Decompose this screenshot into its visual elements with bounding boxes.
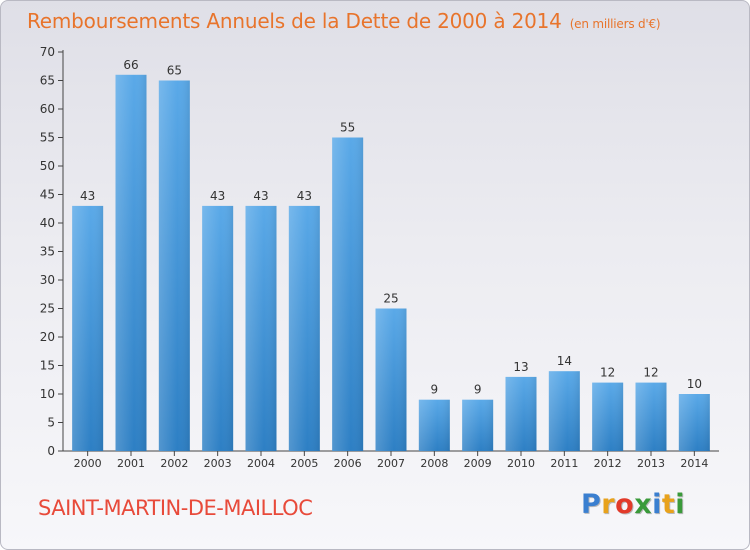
x-tick-label: 2002 <box>160 457 188 470</box>
y-tick-label: 10 <box>40 387 55 401</box>
logo-letter: r <box>601 489 616 520</box>
data-label: 43 <box>210 189 225 203</box>
bar-shade <box>202 205 234 451</box>
data-label: 9 <box>431 383 439 397</box>
x-tick-label: 2006 <box>334 457 362 470</box>
y-tick-label: 0 <box>47 444 55 458</box>
data-label: 13 <box>513 360 528 374</box>
x-tick-label: 2013 <box>637 457 665 470</box>
x-tick-label: 2014 <box>680 457 708 470</box>
bar-shade <box>375 308 407 451</box>
logo-letter: o <box>615 489 635 520</box>
bar-shade <box>462 399 494 451</box>
data-label: 43 <box>80 189 95 203</box>
data-label: 9 <box>474 383 482 397</box>
bar-shade <box>288 205 320 451</box>
data-label: 65 <box>167 64 182 78</box>
x-tick-label: 2005 <box>290 457 318 470</box>
y-tick-label: 65 <box>40 74 55 88</box>
x-tick-label: 2010 <box>507 457 535 470</box>
bar-shade <box>592 382 624 451</box>
bar-shade <box>245 205 277 451</box>
x-tick-label: 2000 <box>74 457 102 470</box>
y-tick-label: 60 <box>40 102 55 116</box>
data-label: 43 <box>253 189 268 203</box>
bar-shade <box>158 80 190 451</box>
proxiti-logo: Proxiti <box>581 489 685 520</box>
y-tick-label: 25 <box>40 302 55 316</box>
chart-title-text: Remboursements Annuels de la Dette de 20… <box>27 9 562 33</box>
data-label: 55 <box>340 121 355 135</box>
y-tick-label: 5 <box>47 416 55 430</box>
data-label: 12 <box>643 366 658 380</box>
x-tick-label: 2004 <box>247 457 275 470</box>
y-tick-label: 70 <box>40 45 55 59</box>
bar-shade <box>548 371 580 451</box>
y-tick-label: 40 <box>40 216 55 230</box>
y-tick-label: 55 <box>40 131 55 145</box>
bar-shade <box>332 137 364 451</box>
logo-letter: x <box>634 489 653 520</box>
x-tick-label: 2009 <box>464 457 492 470</box>
x-tick-label: 2001 <box>117 457 145 470</box>
y-tick-label: 30 <box>40 273 55 287</box>
data-label: 10 <box>687 377 702 391</box>
bar-shade <box>505 376 537 451</box>
data-label: 12 <box>600 366 615 380</box>
logo-letter: i <box>675 489 686 520</box>
bar-shade <box>115 74 147 452</box>
bar-shade <box>678 394 710 451</box>
data-label: 25 <box>383 292 398 306</box>
bar-shade <box>72 205 104 451</box>
y-tick-label: 15 <box>40 359 55 373</box>
x-tick-label: 2003 <box>204 457 232 470</box>
data-label: 66 <box>123 58 138 72</box>
bar-shade <box>418 399 450 451</box>
logo-letter: P <box>581 489 602 520</box>
y-tick-label: 45 <box>40 188 55 202</box>
chart-unit: (en milliers d'€) <box>569 17 661 31</box>
x-tick-label: 2012 <box>594 457 622 470</box>
data-label: 43 <box>297 189 312 203</box>
logo-letter: i <box>652 489 662 520</box>
chart-title: Remboursements Annuels de la Dette de 20… <box>27 9 661 33</box>
x-tick-label: 2008 <box>420 457 448 470</box>
x-tick-label: 2007 <box>377 457 405 470</box>
bar-shade <box>635 382 667 451</box>
commune-name: SAINT-MARTIN-DE-MAILLOC <box>38 496 313 520</box>
x-tick-label: 2011 <box>550 457 578 470</box>
data-label: 14 <box>557 354 572 368</box>
y-tick-label: 35 <box>40 245 55 259</box>
y-tick-label: 50 <box>40 159 55 173</box>
y-tick-label: 20 <box>40 330 55 344</box>
logo-letter: t <box>661 489 676 520</box>
